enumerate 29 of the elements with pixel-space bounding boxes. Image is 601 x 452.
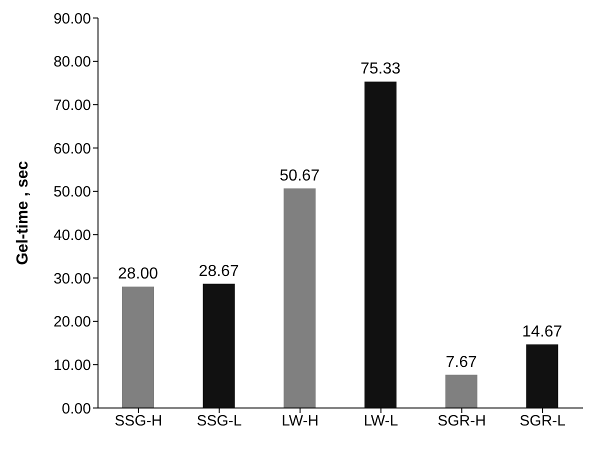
y-tick-label: 60.00 — [53, 140, 91, 158]
y-tick-label: 70.00 — [53, 96, 91, 114]
y-tick-label: 90.00 — [53, 10, 91, 28]
x-tick-label: SSG-L — [196, 412, 242, 430]
x-tick-label: LW-L — [364, 412, 398, 430]
data-label: 75.33 — [360, 60, 401, 78]
bar — [122, 286, 154, 408]
y-tick-label: 10.00 — [53, 356, 91, 374]
x-tick-label: SGR-L — [520, 412, 566, 430]
x-tick-label: SGR-H — [438, 412, 486, 430]
y-tick-label: 20.00 — [53, 314, 91, 331]
data-label: 28.00 — [118, 266, 158, 283]
bar — [526, 344, 558, 408]
data-label: 28.67 — [198, 262, 239, 280]
y-tick-label: 50.00 — [53, 184, 91, 201]
x-tick-label: LW-H — [282, 412, 319, 430]
y-axis-title: Gel-time , sec — [14, 160, 32, 266]
bar — [284, 188, 316, 408]
y-tick-label: 40.00 — [53, 226, 91, 244]
y-tick-label: 80.00 — [53, 54, 91, 71]
y-tick-label: 30.00 — [53, 270, 91, 288]
data-label: 7.67 — [446, 354, 478, 371]
bar — [202, 284, 235, 408]
bar — [445, 374, 478, 408]
bar — [364, 82, 396, 408]
y-tick-label: 0.00 — [62, 400, 91, 418]
data-label: 14.67 — [522, 323, 562, 340]
x-tick-label: SSG-H — [114, 412, 162, 430]
data-label: 50.67 — [280, 167, 320, 184]
